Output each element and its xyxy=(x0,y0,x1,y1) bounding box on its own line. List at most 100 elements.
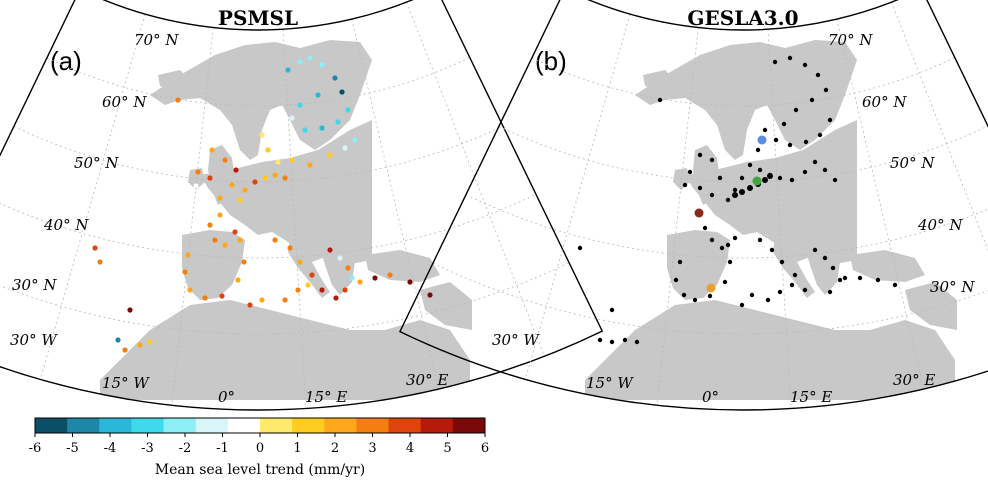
gesla-station-marker xyxy=(802,62,808,68)
gesla-station-marker xyxy=(609,307,615,313)
meridian-line xyxy=(171,27,214,406)
psmsl-station-marker xyxy=(127,307,133,313)
gesla-station-marker xyxy=(697,185,703,191)
psmsl-station-marker xyxy=(319,62,325,68)
graticule xyxy=(432,1,988,409)
colorbar-tick-label: -5 xyxy=(66,441,79,456)
psmsl-station-marker xyxy=(277,127,283,133)
gesla-station-marker xyxy=(857,275,863,281)
lon-label-0: 0° xyxy=(702,388,719,406)
gesla-station-marker xyxy=(747,185,753,191)
psmsl-station-marker xyxy=(202,295,208,301)
psmsl-station-marker xyxy=(297,59,303,65)
land-polygon xyxy=(773,238,815,298)
psmsl-station-marker xyxy=(252,179,258,185)
gesla-station-marker xyxy=(802,287,808,293)
colorbar-bin xyxy=(452,418,486,433)
psmsl-station-marker xyxy=(207,222,213,228)
lon-labels: 30° W 15° W 0° 15° E 30° E xyxy=(10,331,448,406)
gesla-station-marker xyxy=(755,147,761,153)
meridian-line xyxy=(282,29,307,409)
psmsl-station-marker xyxy=(297,259,303,265)
colorbar-tick-label: -3 xyxy=(141,441,154,456)
psmsl-station-marker xyxy=(247,302,253,308)
gesla-station-marker xyxy=(622,337,628,343)
lat-label-60n: 60° N xyxy=(102,93,147,111)
gesla-station-marker xyxy=(793,107,799,113)
lat-label-60n: 60° N xyxy=(862,93,907,111)
psmsl-station-marker xyxy=(307,162,313,168)
lat-label-50n: 50° N xyxy=(74,154,119,172)
gesla-station-marker xyxy=(817,132,823,138)
gesla-station-marker xyxy=(739,175,745,181)
gesla-station-marker xyxy=(717,175,723,181)
gesla-highlight-marker xyxy=(694,208,704,218)
psmsl-station-marker xyxy=(319,125,325,131)
graticule xyxy=(0,1,570,409)
gesla-station-marker xyxy=(692,297,698,303)
colorbar-bin xyxy=(195,418,229,433)
lat-labels: 70° N 60° N 50° N 40° N 30° N xyxy=(12,31,179,294)
land-polygon xyxy=(685,120,857,265)
lat-labels: 70° N 60° N 50° N 40° N 30° N xyxy=(828,31,975,296)
gesla-highlight-marker xyxy=(752,176,762,186)
psmsl-station-marker xyxy=(387,272,393,278)
gesla-station-marker xyxy=(747,162,753,168)
psmsl-station-marker xyxy=(92,245,98,251)
land-polygon xyxy=(158,70,190,90)
gesla-station-marker xyxy=(812,247,818,253)
psmsl-station-marker xyxy=(233,167,239,173)
land-mass xyxy=(585,40,957,400)
psmsl-station-marker xyxy=(272,172,278,178)
meridian-line xyxy=(39,14,146,380)
lon-label-30w: 30° W xyxy=(492,331,540,349)
gesla-station-marker xyxy=(827,117,833,123)
map-frame xyxy=(0,0,604,411)
lat-label-70n: 70° N xyxy=(134,31,179,49)
psmsl-station-marker xyxy=(242,187,248,193)
gesla-station-marker xyxy=(597,337,603,343)
land-polygon xyxy=(585,300,955,400)
psmsl-station-marker xyxy=(207,175,213,181)
psmsl-station-marker xyxy=(333,295,339,301)
gesla-station-marker xyxy=(609,339,615,345)
colorbar-tick-label: 5 xyxy=(443,441,451,456)
psmsl-station-marker xyxy=(222,242,228,248)
parallel-line xyxy=(498,125,988,183)
gesla-station-marker xyxy=(789,282,795,288)
gesla-station-marker xyxy=(781,121,787,127)
gesla-station-marker xyxy=(767,173,773,179)
land-polygon xyxy=(643,70,675,90)
colorbar-bin xyxy=(99,418,132,433)
meridian-line xyxy=(524,14,631,380)
gesla-station-marker xyxy=(777,175,783,181)
psmsl-station-marker xyxy=(259,132,265,138)
map-area xyxy=(432,1,988,409)
psmsl-station-marker xyxy=(137,342,143,348)
gesla-station-marker xyxy=(875,277,881,283)
gesla-station-marker xyxy=(709,157,715,163)
colorbar-ticks: -6 -5 -4 -3 -2 -1 0 1 2 3 4 5 6 xyxy=(29,433,489,456)
gesla-station-marker xyxy=(822,167,828,173)
psmsl-station-marker xyxy=(349,275,355,281)
colorbar-bin xyxy=(163,418,197,433)
gesla-station-marker xyxy=(757,167,763,173)
psmsl-station-marker xyxy=(357,279,363,285)
gesla-highlight-marker xyxy=(706,283,716,293)
colorbar-bin xyxy=(260,418,293,433)
land-polygon xyxy=(365,250,440,282)
colorbar-bin xyxy=(388,418,422,433)
lon-label-30w: 30° W xyxy=(10,331,58,349)
panel-psmsl: PSMSL (a) 70° N 60° N 50° N 40° N 30° N … xyxy=(0,0,604,411)
meridian-line xyxy=(351,19,440,390)
colorbar-tick-label: -4 xyxy=(104,441,117,456)
meridian-line xyxy=(406,1,545,357)
psmsl-station-marker xyxy=(262,175,268,181)
land-polygon xyxy=(208,145,235,205)
land-polygon xyxy=(805,248,840,295)
colorbar: -6 -5 -4 -3 -2 -1 0 1 2 3 4 5 6 Mean sea level trend… xyxy=(29,417,489,478)
gesla-station-marker xyxy=(657,97,663,103)
colorbar-tick-label: 1 xyxy=(293,441,301,456)
psmsl-station-marker xyxy=(182,269,188,275)
gesla-station-marker xyxy=(777,289,783,295)
